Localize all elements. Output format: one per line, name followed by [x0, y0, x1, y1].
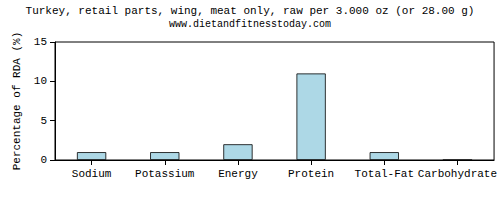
svg-text:Energy: Energy	[218, 168, 258, 180]
svg-text:Total-Fat: Total-Fat	[355, 168, 414, 180]
svg-text:5: 5	[40, 115, 47, 127]
svg-text:Carbohydrate: Carbohydrate	[418, 168, 497, 180]
svg-text:Turkey, retail parts, wing, me: Turkey, retail parts, wing, meat only, r…	[26, 5, 475, 17]
svg-text:0: 0	[40, 154, 47, 166]
svg-text:Sodium: Sodium	[72, 168, 112, 180]
svg-text:Potassium: Potassium	[135, 168, 195, 180]
svg-text:www.dietandfitnesstoday.com: www.dietandfitnesstoday.com	[169, 19, 331, 30]
svg-text:10: 10	[34, 75, 47, 87]
svg-text:Protein: Protein	[288, 168, 334, 180]
svg-text:15: 15	[34, 36, 47, 48]
svg-text:Percentage of RDA (%): Percentage of RDA (%)	[11, 32, 23, 171]
